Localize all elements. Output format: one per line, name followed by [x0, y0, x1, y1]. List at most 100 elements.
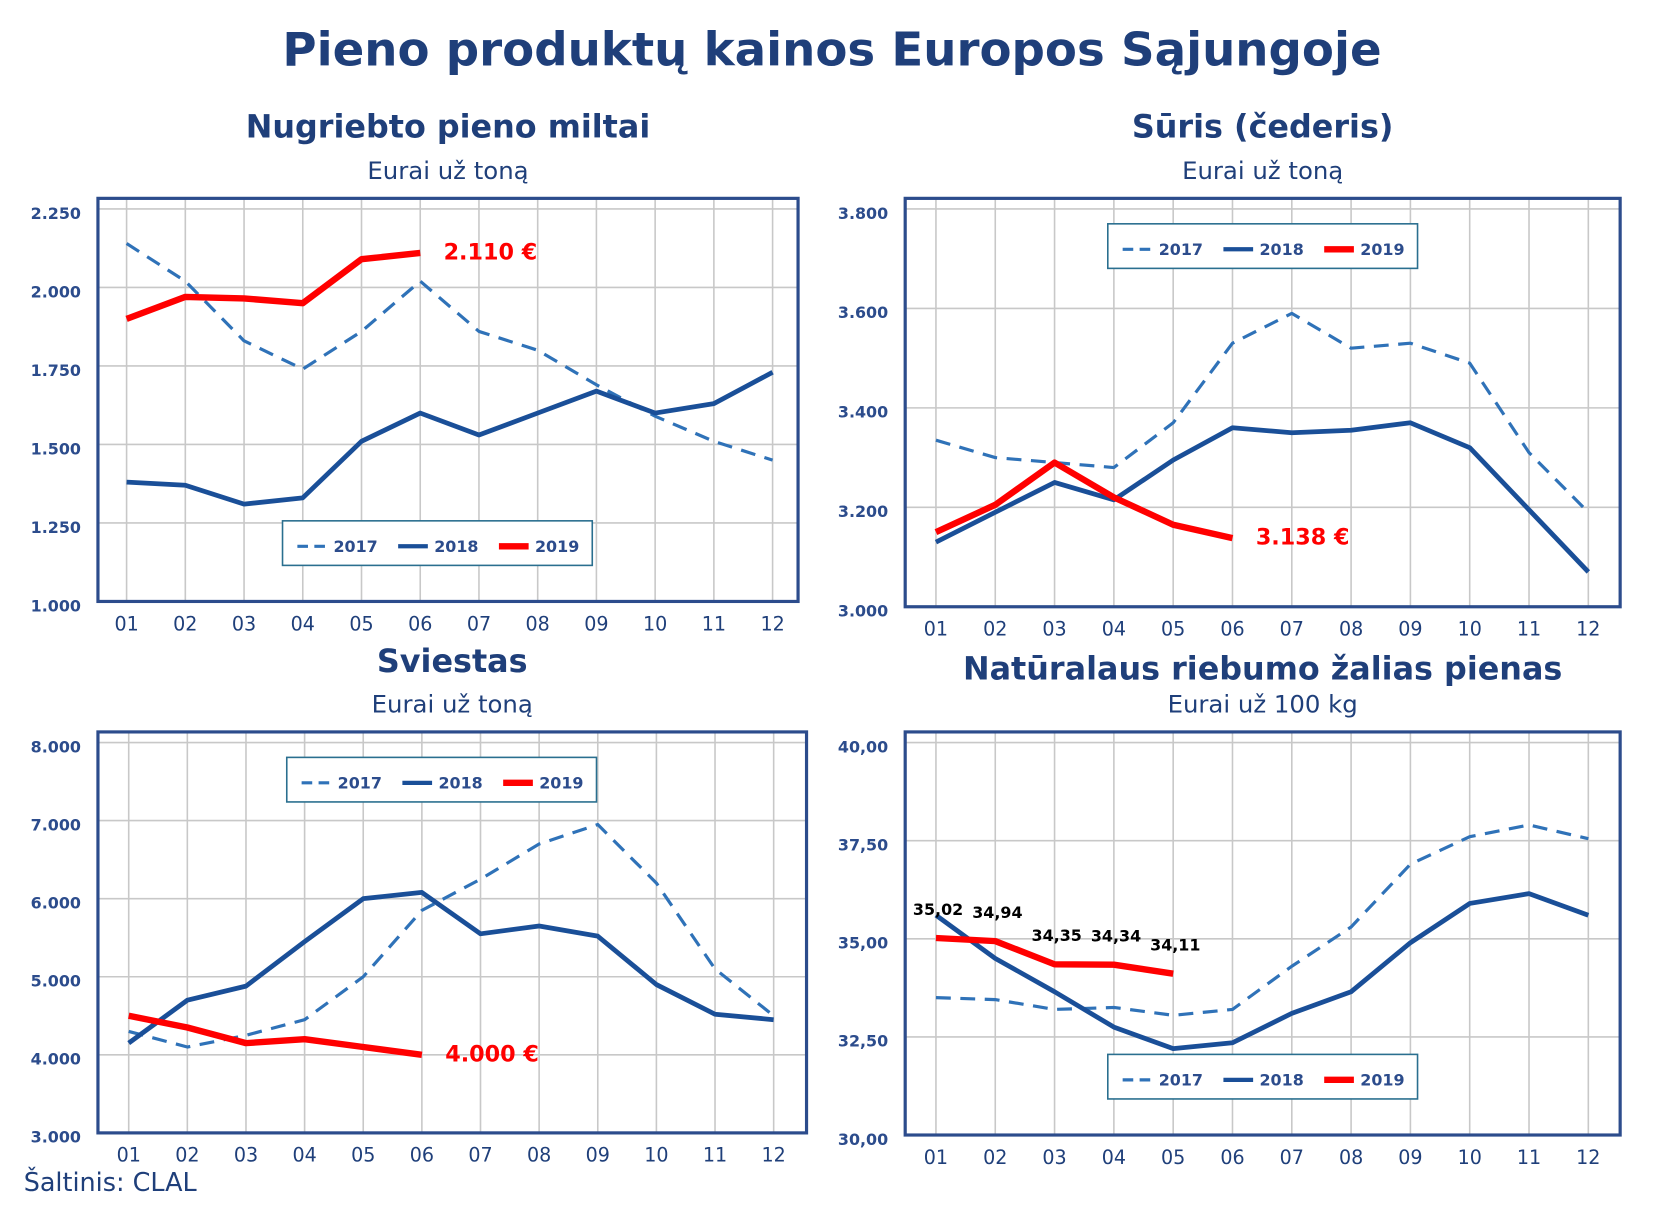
y-tick-label: 1.000 [31, 596, 81, 615]
x-tick-label: 05 [349, 612, 373, 635]
legend-box [285, 756, 598, 803]
y-tick-label: 2.000 [31, 282, 81, 301]
x-tick-label: 09 [1398, 1146, 1422, 1169]
chart-title: Sūris (čederis) [1132, 107, 1394, 145]
x-tick-label: 06 [408, 612, 432, 635]
x-tick-label: 03 [1042, 618, 1066, 641]
legend-label: 2019 [1360, 240, 1404, 259]
source: Šaltinis: CLAL [24, 1167, 198, 1198]
annotation: 2.110 € [444, 239, 538, 265]
x-tick-label: 01 [924, 1146, 948, 1169]
x-tick-label: 08 [527, 1144, 551, 1167]
chart-subtitle: Eurai už 100 kg [1168, 689, 1358, 718]
x-tick-label: 05 [1161, 1146, 1185, 1169]
x-tick-label: 10 [644, 1144, 668, 1167]
legend-label: 2019 [539, 773, 583, 792]
y-tick-label: 30,00 [838, 1130, 888, 1149]
x-tick-label: 06 [1220, 1146, 1244, 1169]
y-tick-label: 1.750 [31, 361, 81, 380]
series-line [935, 823, 1589, 1017]
x-tick-label: 10 [1458, 618, 1482, 641]
x-tick-label: 03 [234, 1144, 258, 1167]
x-tick-label: 12 [1576, 618, 1600, 641]
series-line [934, 420, 1591, 574]
x-tick-label: 11 [1517, 1146, 1541, 1169]
x-tick-label: 02 [175, 1144, 199, 1167]
x-tick-label: 01 [117, 1144, 141, 1167]
legend-box [281, 520, 594, 567]
plot-frame [903, 730, 1622, 1137]
chart-subtitle: Eurai už toną [1182, 156, 1343, 185]
x-tick-label: 07 [1280, 618, 1304, 641]
data-label: 35,02 [913, 900, 963, 919]
y-tick-label: 37,50 [838, 835, 888, 854]
x-tick-label: 12 [762, 1144, 786, 1167]
annotation: 3.138 € [1256, 525, 1350, 551]
x-tick-label: 11 [1517, 618, 1541, 641]
x-tick-label: 07 [1280, 1146, 1304, 1169]
x-tick-label: 08 [526, 612, 550, 635]
y-tick-label: 5.000 [31, 972, 81, 991]
data-label: 34,34 [1091, 927, 1141, 946]
y-tick-label: 35,00 [838, 934, 888, 953]
x-tick-label: 04 [292, 1144, 316, 1167]
legend-label: 2017 [338, 773, 382, 792]
data-label: 34,94 [972, 903, 1022, 922]
chart-title: Sviestas [377, 642, 528, 680]
y-tick-label: 40,00 [838, 737, 888, 756]
x-tick-label: 11 [703, 1144, 727, 1167]
x-tick-label: 07 [467, 612, 491, 635]
chart-title: Nugriebto pieno miltai [246, 107, 651, 145]
legend-label: 2017 [333, 537, 377, 556]
y-tick-label: 1.500 [31, 439, 81, 458]
x-tick-label: 06 [410, 1144, 434, 1167]
y-tick-label: 3.400 [838, 403, 888, 422]
series-line [125, 249, 421, 322]
page-title: Pieno produktų kainos Europos Sąjungoje [282, 24, 1381, 78]
x-tick-label: 09 [1398, 618, 1422, 641]
y-tick-label: 8.000 [31, 737, 81, 756]
x-tick-label: 05 [351, 1144, 375, 1167]
x-tick-label: 10 [643, 612, 667, 635]
series-line [128, 1012, 423, 1058]
x-tick-label: 10 [1458, 1146, 1482, 1169]
x-tick-label: 02 [173, 612, 197, 635]
legend-label: 2019 [535, 537, 579, 556]
data-label: 34,11 [1150, 936, 1200, 955]
x-tick-label: 08 [1339, 618, 1363, 641]
x-tick-label: 03 [232, 612, 256, 635]
y-tick-label: 6.000 [31, 893, 81, 912]
y-tick-label: 4.000 [31, 1050, 81, 1069]
legend-box [1107, 1053, 1419, 1100]
y-tick-label: 3.000 [838, 602, 888, 621]
x-tick-label: 02 [983, 618, 1007, 641]
series-line [934, 459, 1234, 542]
series-line [127, 890, 774, 1046]
data-label: 34,35 [1032, 926, 1082, 945]
legend-label: 2018 [438, 773, 482, 792]
y-tick-label: 32,50 [838, 1032, 888, 1051]
legend-label: 2019 [1360, 1070, 1404, 1089]
plot-frame [96, 730, 809, 1135]
legend-label: 2018 [1259, 1070, 1303, 1089]
series-line [935, 311, 1590, 514]
series-line [935, 934, 1174, 977]
y-tick-label: 7.000 [31, 815, 81, 834]
x-tick-label: 04 [1102, 618, 1126, 641]
legend-label: 2017 [1159, 240, 1203, 259]
x-tick-label: 12 [1576, 1146, 1600, 1169]
x-tick-label: 08 [1339, 1146, 1363, 1169]
x-tick-label: 01 [924, 618, 948, 641]
legend-label: 2018 [1259, 240, 1303, 259]
series-line [126, 370, 774, 507]
chart-subtitle: Eurai už toną [367, 156, 528, 185]
plot-frame [903, 196, 1622, 609]
y-tick-label: 2.250 [31, 204, 81, 223]
y-tick-label: 3.600 [838, 303, 888, 322]
x-tick-label: 09 [586, 1144, 610, 1167]
x-tick-label: 09 [584, 612, 608, 635]
x-tick-label: 12 [760, 612, 784, 635]
legend-label: 2017 [1159, 1070, 1203, 1089]
